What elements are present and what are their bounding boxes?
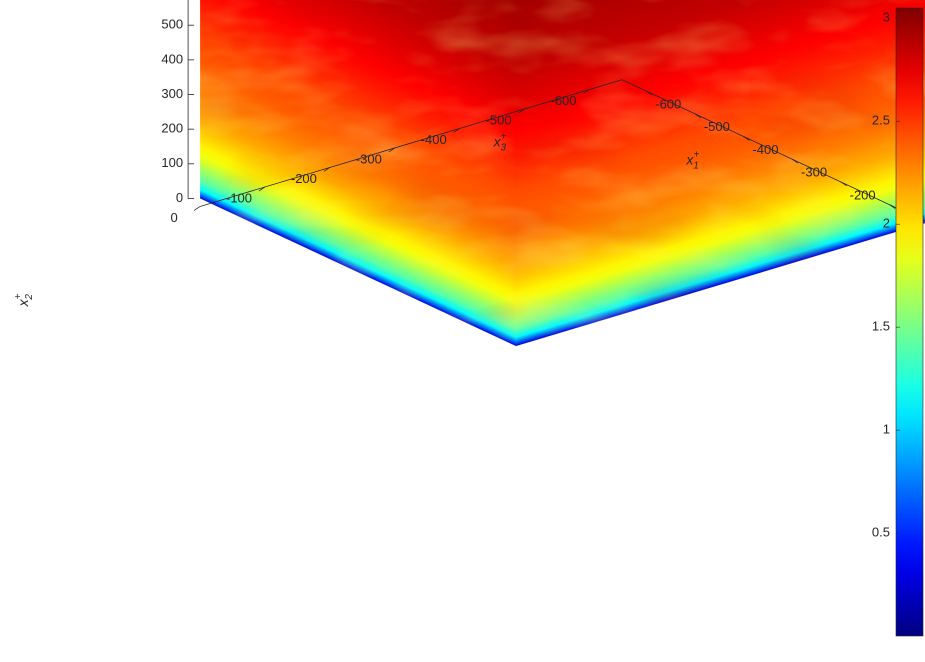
colorbar-tick-label: 3 — [883, 10, 890, 25]
colorbar-rect — [895, 7, 924, 637]
x3-tick-label: -600 — [550, 93, 576, 108]
x3-tick-label: -300 — [356, 151, 382, 166]
x2-tick-label: 400 — [161, 51, 183, 66]
x3-tick-mark — [323, 167, 331, 172]
x3-tick-label: -500 — [486, 112, 512, 127]
x3-tick-mark — [193, 206, 201, 211]
x1-tick-mark — [743, 136, 750, 141]
x3-tick-label: -200 — [291, 171, 317, 186]
axes: 010020030040050060070080090010000-100-20… — [13, 0, 925, 307]
x2-axis-label: x+2 — [13, 293, 35, 307]
colorbar: 0.5 1 1.5 2 2.5 3 — [872, 7, 924, 637]
colorbar-tick-label: 2 — [883, 216, 890, 231]
x2-tick-label: 100 — [161, 155, 183, 170]
x2-tick-label: 200 — [161, 121, 183, 136]
x2-axis-label-text: x+2 — [13, 293, 35, 307]
x3-tick-mark — [258, 186, 266, 192]
x1-tick-mark — [791, 158, 799, 164]
surface-wall-x3-texture-dark — [516, 0, 925, 346]
x1-tick-mark — [694, 113, 702, 119]
x1-tick-label: -400 — [752, 142, 778, 157]
colorbar-tick-label: 0.5 — [872, 524, 890, 539]
x1-tick-label: -600 — [655, 96, 681, 111]
x1-axis-label-text: x+ 1 — [685, 149, 699, 171]
x3-axis-label-text: x+ 3 — [493, 131, 507, 153]
x1-axis-label: x+ 1 — [685, 149, 699, 171]
colorbar-tick-label: 1.5 — [872, 319, 890, 334]
surface-wall-x1-texture-dark — [200, 0, 516, 346]
x3-axis-label: x+ 3 — [493, 131, 507, 153]
x3-axis-line — [199, 79, 623, 207]
x1-tick-label: -500 — [704, 119, 730, 134]
x1-tick-label: -200 — [850, 187, 876, 202]
x3-tick-label: -100 — [226, 190, 252, 205]
colorbar-tick-label: 1 — [883, 422, 890, 437]
x3-tick-mark — [388, 147, 396, 153]
x3-tick-mark — [453, 128, 460, 133]
x1-tick-mark — [840, 181, 847, 187]
colorbar-tick-label: 2.5 — [872, 113, 890, 128]
surfaces — [200, 0, 925, 346]
x3-tick-label: 0 — [170, 210, 177, 225]
x3-tick-mark — [583, 89, 590, 94]
x2-tick-label: 0 — [176, 190, 183, 205]
x1-tick-mark — [889, 204, 896, 209]
x1-axis-line — [621, 79, 925, 222]
x2-tick-label: 500 — [161, 17, 183, 32]
x1-tick-mark — [646, 90, 653, 96]
x3-tick-label: -400 — [421, 132, 447, 147]
x2-tick-label: 300 — [161, 86, 183, 101]
x3-tick-mark — [518, 108, 525, 114]
x1-tick-label: -300 — [801, 165, 827, 180]
